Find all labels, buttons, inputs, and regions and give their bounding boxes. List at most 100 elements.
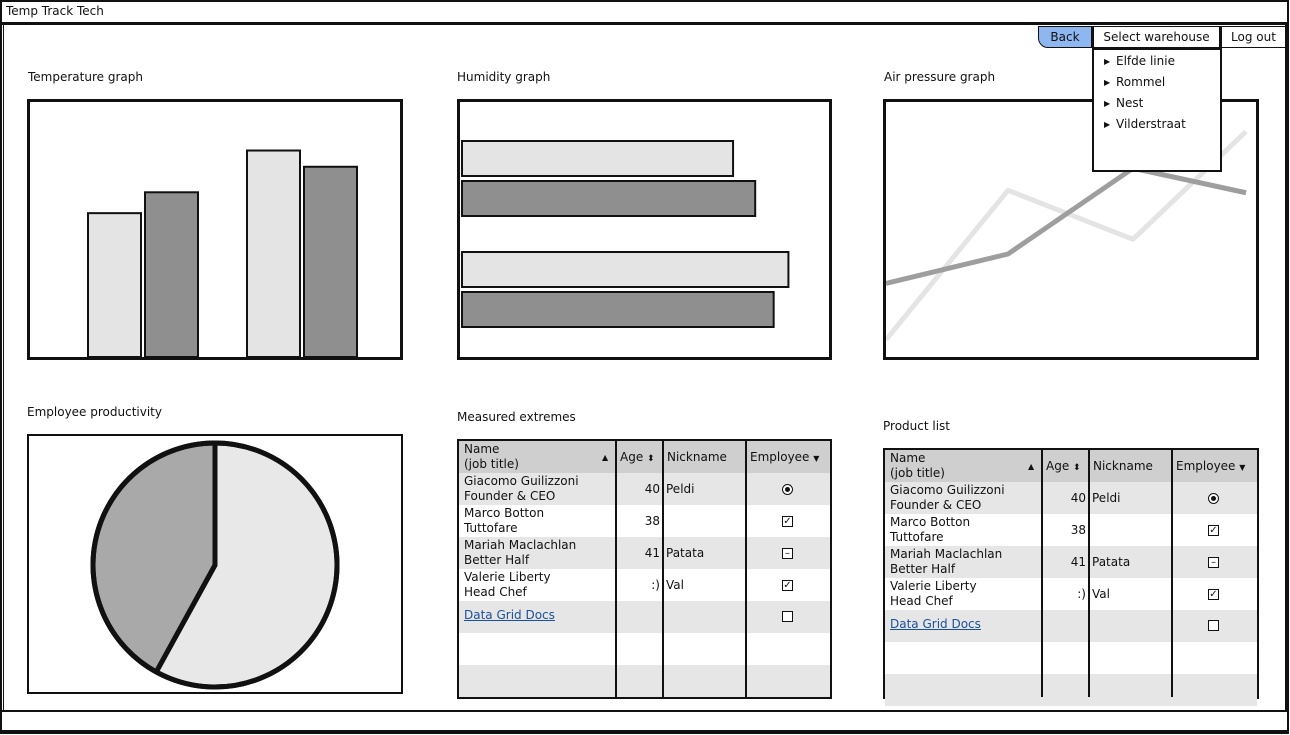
warehouse-item-rommel[interactable]: ▶ Rommel (1104, 75, 1166, 89)
employee-checkbox-checked[interactable]: ✓ (782, 516, 793, 527)
humidity-title: Humidity graph (457, 70, 551, 84)
header-name[interactable]: Name (job title) (464, 442, 519, 472)
employee-checkbox-indeterminate[interactable]: – (1208, 557, 1219, 568)
temperature-bar (87, 212, 142, 357)
employee-checkbox[interactable] (782, 611, 793, 622)
header-job-title-label: (job title) (890, 466, 945, 480)
row-nickname: Patata (666, 546, 705, 560)
employee-radio[interactable] (782, 484, 793, 495)
header-age[interactable]: Age ⬍ (620, 450, 655, 467)
humidity-bar (461, 251, 790, 288)
row-name: Giacomo Guilizzoni (890, 483, 1005, 497)
air-pressure-line (886, 129, 1248, 342)
header-age[interactable]: Age ⬍ (1046, 459, 1081, 476)
humidity-bar (461, 180, 757, 217)
warehouse-item-elfde-linie[interactable]: ▶ Elfde linie (1104, 54, 1175, 68)
table-row[interactable]: Giacomo Guilizzoni Founder & CEO (464, 474, 579, 504)
table-row[interactable]: Mariah Maclachlan Better Half (464, 538, 576, 568)
row-age: :) (651, 578, 660, 592)
temperature-chart (27, 99, 403, 360)
table-row-stripe (459, 473, 830, 505)
warehouse-item-vilderstraat[interactable]: ▶ Vilderstraat (1104, 117, 1186, 131)
warehouse-dropdown: ▶ Elfde linie ▶ Rommel ▶ Nest ▶ Vilderstraat (1092, 48, 1222, 172)
table-row[interactable]: Valerie Liberty Head Chef (890, 579, 977, 609)
row-name: Giacomo Guilizzoni (464, 474, 579, 488)
air-pressure-title: Air pressure graph (884, 70, 996, 84)
table-row-stripe (459, 665, 830, 697)
row-nickname: Patata (1092, 555, 1131, 569)
row-name: Mariah Maclachlan (890, 547, 1003, 561)
row-job-title: Head Chef (464, 585, 527, 599)
row-nickname: Val (666, 578, 684, 592)
header-employee[interactable]: Employee ▼ (1176, 459, 1245, 475)
select-warehouse-button[interactable]: Select warehouse (1092, 26, 1220, 48)
header-nickname[interactable]: Nickname (1093, 459, 1153, 473)
row-job-title: Founder & CEO (464, 489, 556, 503)
content-frame (3, 25, 1287, 711)
employee-radio[interactable] (1208, 493, 1219, 504)
table-row[interactable]: Marco Botton Tuttofare (890, 515, 970, 545)
column-divider (1171, 450, 1173, 697)
row-job-title: Head Chef (890, 594, 953, 608)
row-nickname: Peldi (666, 482, 695, 496)
employee-checkbox-checked[interactable]: ✓ (1208, 589, 1219, 600)
productivity-chart-svg (90, 440, 340, 690)
data-grid-docs-link[interactable]: Data Grid Docs (890, 617, 981, 631)
column-divider (1088, 450, 1090, 697)
humidity-bar (461, 140, 735, 177)
row-age: 41 (1070, 555, 1086, 569)
data-grid-docs-link[interactable]: Data Grid Docs (464, 608, 555, 622)
table-row[interactable]: Marco Botton Tuttofare (464, 506, 544, 536)
header-name[interactable]: Name (job title) (890, 451, 945, 481)
row-job-title: Better Half (464, 553, 530, 567)
temperature-chart-svg (87, 149, 358, 357)
product-list-grid: Name (job title) ▲ Age ⬍ Nickname Employee ▼ G… (883, 448, 1259, 706)
row-name: Marco Botton (890, 515, 971, 529)
table-row[interactable]: Giacomo Guilizzoni Founder & CEO (890, 483, 1005, 513)
header-employee[interactable]: Employee ▼ (750, 450, 819, 466)
header-name-label: Name (464, 442, 500, 456)
logout-button[interactable]: Log out (1220, 26, 1287, 48)
row-nickname: Val (1092, 587, 1110, 601)
sort-asc-icon[interactable]: ▲ (602, 453, 609, 462)
temperature-bar (246, 149, 301, 357)
row-job-title: Founder & CEO (890, 498, 982, 512)
header-employee-label: Employee (750, 450, 810, 464)
row-job-title: Tuttofare (890, 530, 944, 544)
header-age-label: Age (1046, 459, 1070, 473)
temperature-bar (303, 165, 358, 357)
employee-checkbox-indeterminate[interactable]: – (782, 548, 793, 559)
employee-checkbox[interactable] (1208, 620, 1219, 631)
productivity-chart (27, 434, 403, 694)
column-divider (1041, 450, 1043, 697)
table-row-stripe (885, 674, 1257, 706)
extremes-title: Measured extremes (457, 410, 576, 424)
row-name: Mariah Maclachlan (464, 538, 577, 552)
row-name: Valerie Liberty (890, 579, 977, 593)
warehouse-item-nest[interactable]: ▶ Nest (1104, 96, 1144, 110)
column-divider (745, 441, 747, 697)
row-age: 38 (644, 514, 660, 528)
table-row-stripe (459, 601, 830, 633)
products-title: Product list (883, 419, 951, 433)
employee-checkbox-checked[interactable]: ✓ (1208, 525, 1219, 536)
title-bar: Temp Track Tech (0, 0, 1289, 25)
header-age-label: Age (620, 450, 644, 464)
back-button[interactable]: Back (1038, 26, 1092, 48)
table-row[interactable]: Mariah Maclachlan Better Half (890, 547, 1002, 577)
sort-desc-icon: ▼ (1239, 463, 1246, 472)
employee-checkbox-checked[interactable]: ✓ (782, 580, 793, 591)
table-row[interactable]: Valerie Liberty Head Chef (464, 570, 551, 600)
sort-asc-icon[interactable]: ▲ (1028, 462, 1035, 471)
row-job-title: Better Half (890, 562, 956, 576)
row-job-title: Tuttofare (464, 521, 518, 535)
row-name: Valerie Liberty (464, 570, 551, 584)
header-nickname[interactable]: Nickname (667, 450, 727, 464)
grid-header (459, 441, 830, 473)
caret-right-icon: ▶ (1104, 57, 1111, 66)
sort-both-icon: ⬍ (1073, 463, 1081, 473)
sort-desc-icon: ▼ (813, 454, 820, 463)
humidity-chart (457, 99, 832, 360)
pie-outline (90, 440, 340, 690)
